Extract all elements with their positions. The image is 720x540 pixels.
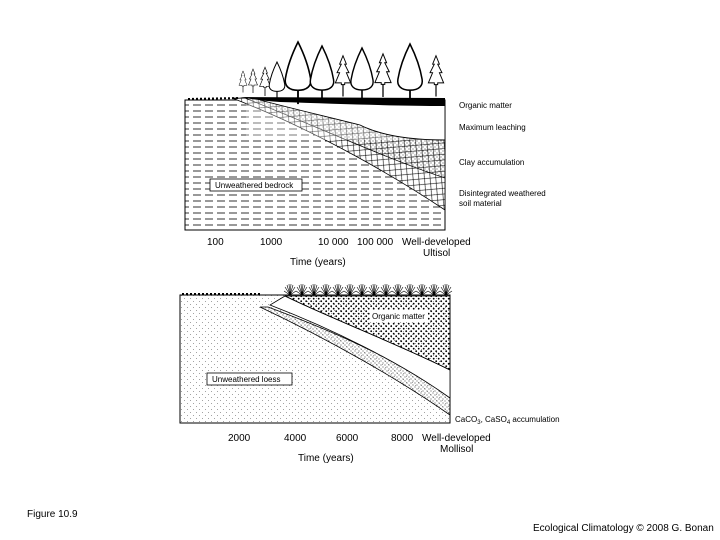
label-caco3-accumulation: CaCO3, CaSO4 accumulation — [455, 415, 560, 426]
bottom-tick-4000: 4000 — [284, 433, 307, 444]
maximum-leaching-layer — [259, 99, 446, 141]
top-end-label-1: Well-developed — [402, 237, 471, 248]
label-maximum-leaching: Maximum leaching — [459, 123, 526, 132]
top-tick-100000: 100 000 — [357, 237, 394, 248]
bottom-grass — [283, 283, 453, 296]
label-clay-accumulation: Clay accumulation — [459, 158, 524, 167]
top-soil-profile — [184, 97, 446, 231]
bottom-end-label-2: Mollisol — [440, 444, 473, 455]
organic-matter-layer — [240, 97, 445, 106]
top-end-label-2: Ultisol — [423, 248, 450, 259]
top-tick-10000: 10 000 — [318, 237, 349, 248]
label-disintegrated-line2: soil material — [459, 199, 502, 208]
label-box-unweathered-bedrock — [209, 178, 303, 192]
label-organic-matter-top: Organic matter — [459, 101, 512, 110]
top-axis-label: Time (years) — [290, 257, 346, 268]
top-trees — [238, 41, 445, 106]
label-disintegrated-line1: Disintegrated weathered — [459, 189, 546, 198]
bottom-tick-2000: 2000 — [228, 433, 251, 444]
label-organic-matter-bottom: Organic matter — [372, 312, 425, 321]
top-tick-1000: 1000 — [260, 237, 283, 248]
label-box-unweathered-loess — [206, 372, 293, 386]
figure-caption: Figure 10.9 — [27, 509, 78, 520]
bottom-tick-6000: 6000 — [336, 433, 359, 444]
bottom-tick-8000: 8000 — [391, 433, 414, 444]
label-unweathered-bedrock: Unweathered bedrock — [215, 181, 294, 190]
bottom-end-label-1: Well-developed — [422, 433, 491, 444]
figure-credit: Ecological Climatology © 2008 G. Bonan — [533, 523, 714, 534]
label-box-organic-matter-bottom — [370, 310, 428, 322]
label-unweathered-loess: Unweathered loess — [212, 375, 280, 384]
bottom-axis-label: Time (years) — [298, 453, 354, 464]
top-tick-100: 100 — [207, 237, 224, 248]
